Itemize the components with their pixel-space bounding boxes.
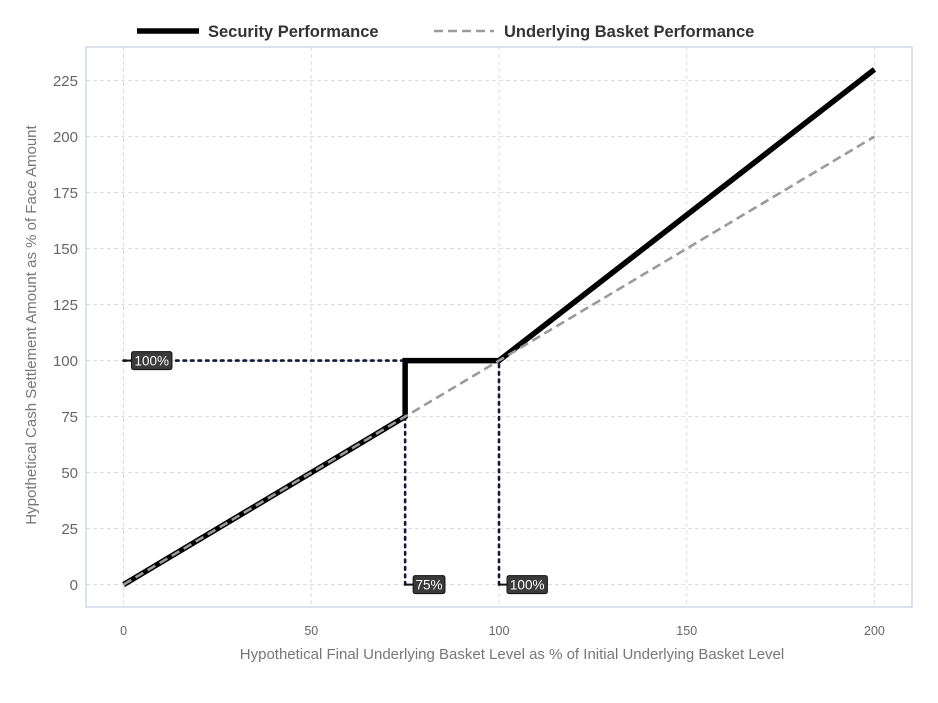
annotation-text: 75% [416, 578, 443, 593]
annotation-label: 75% [405, 575, 446, 595]
y-tick-label: 125 [53, 297, 78, 314]
annotations: 100% 75% 100% [123, 351, 548, 595]
y-tick-label: 75 [61, 409, 78, 426]
y-tick-label: 150 [53, 241, 78, 258]
y-axis-ticks: 0 25 50 75 100 125 150 175 200 225 [53, 73, 78, 594]
annotation-label: 100% [499, 575, 548, 595]
annotation-box [506, 575, 548, 595]
series-lines [122, 67, 877, 587]
legend: Security Performance Underlying Basket Pe… [137, 23, 754, 41]
plot-frame [85, 46, 913, 608]
annotation-box [131, 351, 173, 371]
annotation-text: 100% [134, 354, 169, 369]
x-tick-label: 150 [676, 624, 697, 638]
annotation-text: 100% [510, 578, 545, 593]
x-axis-ticks: 0 50 100 150 200 [120, 624, 885, 638]
x-axis-title: Hypothetical Final Underlying Basket Lev… [240, 646, 784, 663]
y-tick-label: 200 [53, 129, 78, 146]
annotation-label: 100% [123, 351, 173, 371]
legend-item: Underlying Basket Performance [434, 23, 754, 41]
legend-item: Security Performance [137, 23, 379, 41]
annotation-box [412, 575, 446, 595]
x-tick-label: 50 [304, 624, 318, 638]
y-tick-label: 25 [61, 521, 78, 538]
y-axis-title: Hypothetical Cash Settlement Amount as %… [23, 124, 40, 524]
legend-label: Security Performance [208, 23, 379, 41]
x-tick-label: 100 [489, 624, 510, 638]
y-tick-label: 0 [70, 577, 78, 594]
series-line-underlying-basket-performance [122, 135, 876, 586]
y-tick-label: 50 [61, 465, 78, 482]
x-tick-label: 0 [120, 624, 127, 638]
y-tick-label: 175 [53, 185, 78, 202]
x-tick-label: 200 [864, 624, 885, 638]
legend-label: Underlying Basket Performance [504, 23, 754, 41]
y-tick-label: 225 [53, 73, 78, 90]
y-tick-label: 100 [53, 353, 78, 370]
